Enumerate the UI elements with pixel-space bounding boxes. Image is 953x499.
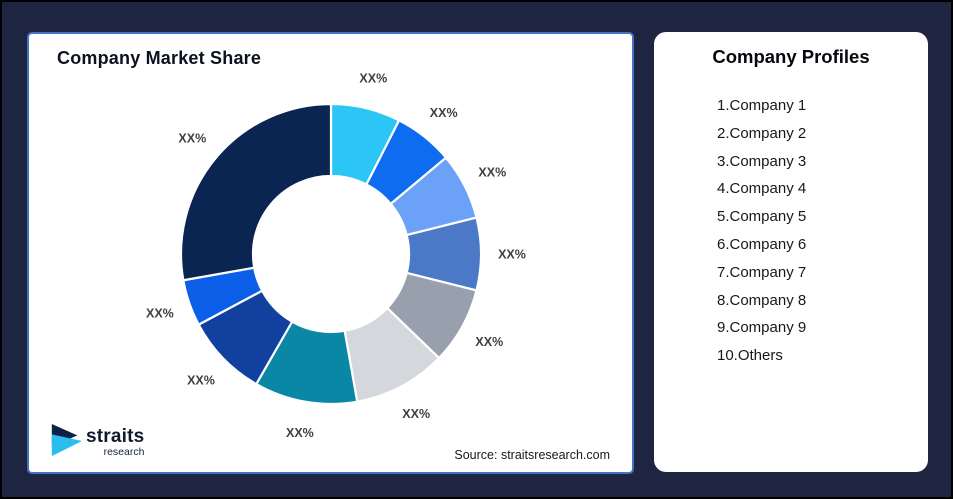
market-share-card: Company Market Share XX% XX% XX% XX% XX% XX% X… — [27, 32, 634, 474]
company-list-item: 3.Company 3 — [717, 152, 807, 170]
slice-label-company-4: XX% — [498, 248, 526, 262]
logo-name: straits — [86, 426, 145, 447]
slice-label-company-8: XX% — [187, 374, 215, 388]
slice-label-company-2: XX% — [430, 106, 458, 120]
company-list-item: 5.Company 5 — [717, 208, 807, 226]
logo-subtitle: research — [103, 446, 145, 458]
slice-label-company-6: XX% — [402, 407, 430, 421]
slice-label-company-9: XX% — [146, 307, 174, 321]
straits-research-logo: straits research — [49, 424, 144, 458]
company-list-item: 2.Company 2 — [717, 124, 807, 142]
company-list-item: 10.Others — [717, 347, 783, 365]
slice-label-company-3: XX% — [478, 165, 506, 179]
slice-label-company-7: XX% — [286, 426, 314, 440]
logo-mark-icon — [51, 424, 83, 457]
donut-chart: XX% XX% XX% XX% XX% XX% XX% XX% XX% XX% — [146, 72, 526, 440]
company-profiles-card: Company Profiles 1.Company 1 2.Company 2 3… — [654, 32, 928, 472]
slice-label-company-5: XX% — [475, 335, 503, 349]
company-list: 1.Company 1 2.Company 2 3.Company 3 4.Compa… — [717, 92, 928, 370]
profiles-title: Company Profiles — [712, 46, 870, 67]
slice-label-others: XX% — [178, 131, 206, 145]
company-list-item: 7.Company 7 — [717, 263, 807, 281]
company-list-item: 6.Company 6 — [717, 235, 807, 253]
company-list-item: 8.Company 8 — [717, 291, 807, 309]
source-attribution: Source: straitsresearch.com — [454, 448, 610, 462]
slice-label-company-1: XX% — [359, 72, 387, 86]
logo-text: straits research — [86, 427, 144, 458]
chart-title: Company Market Share — [57, 48, 262, 68]
company-list-item: 1.Company 1 — [717, 97, 807, 114]
company-list-item: 9.Company 9 — [717, 319, 807, 337]
company-list-item: 4.Company 4 — [717, 180, 807, 198]
donut-segment-others — [179, 102, 333, 282]
